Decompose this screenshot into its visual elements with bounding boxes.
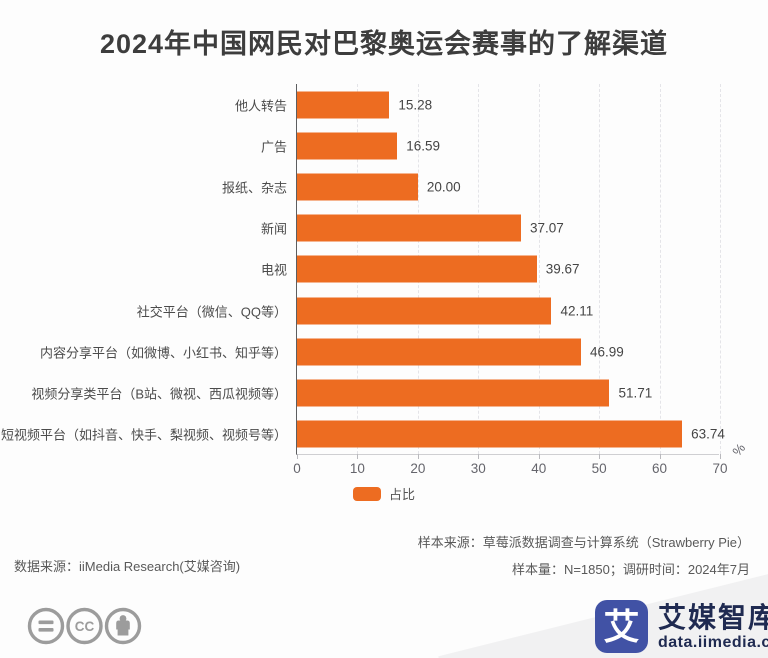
iimedia-logo[interactable]: 艾 艾媒智库 data.iimedia.cn [595, 600, 768, 653]
logo-glyph: 艾 [603, 605, 640, 647]
bar[interactable] [297, 420, 683, 448]
x-tick-label: 70 [712, 461, 728, 476]
value-label: 63.74 [691, 426, 725, 442]
value-label: 39.67 [545, 261, 580, 277]
bar-row: 视频分享类平台（B站、微视、西瓜视频等） 51.71 [31, 373, 719, 414]
category-label: 新闻 [260, 221, 287, 237]
cc-icon[interactable]: CC [66, 607, 103, 645]
axis-unit-label: % [729, 440, 749, 459]
category-label: 社交平台（微信、QQ等） [136, 304, 287, 320]
x-tick-label: 60 [652, 461, 668, 476]
bar-row: 电视 39.67 [261, 249, 719, 290]
grid-line [720, 84, 721, 454]
tick-mark [659, 454, 661, 459]
tick-mark [297, 454, 298, 459]
data-source-text: 数据来源：iiMedia Research(艾媒咨询) [14, 559, 241, 574]
value-label: 20.00 [426, 179, 461, 195]
tick-mark [417, 454, 419, 459]
value-label: 51.71 [618, 385, 653, 401]
legend-label: 占比 [388, 487, 415, 502]
bar-row: 报纸、杂志 20.00 [222, 166, 719, 207]
bar-row: 广告 16.59 [261, 125, 719, 166]
svg-text:CC: CC [75, 619, 95, 634]
bar-row: 新闻 37.07 [261, 208, 719, 249]
logo-url: data.iimedia.cn [658, 633, 768, 651]
category-label: 内容分享平台（如微博、小红书、知乎等） [39, 345, 287, 361]
iimedia-logo-mark-icon: 艾 [595, 600, 648, 653]
legend-marker-icon [352, 486, 381, 501]
value-label: 42.11 [560, 303, 594, 319]
chart-title: 2024年中国网民对巴黎奥运会赛事的了解渠道 [99, 29, 669, 59]
tick-mark [599, 454, 601, 459]
tick-mark [357, 454, 359, 459]
bar-row: 社交平台（微信、QQ等） 42.11 [137, 290, 719, 331]
bar-row: 内容分享平台（如微博、小红书、知乎等） 46.99 [40, 331, 719, 372]
bar[interactable] [297, 338, 581, 366]
value-label: 46.99 [589, 344, 624, 360]
logo-text-block: 艾媒智库 data.iimedia.cn [658, 602, 768, 652]
grid-line [659, 84, 661, 454]
license-icons[interactable]: CC [25, 604, 155, 653]
sample-source-text: 样本来源：草莓派数据调查与计算系统（Strawberry Pie） [417, 535, 750, 550]
category-label: 他人转告 [234, 98, 287, 114]
value-label: 37.07 [530, 220, 564, 236]
category-label: 报纸、杂志 [221, 180, 287, 196]
tick-mark [478, 454, 480, 459]
logo-name: 艾媒智库 [658, 601, 768, 633]
grid-line [538, 84, 540, 454]
x-tick-label: 30 [470, 461, 486, 476]
bar[interactable] [297, 132, 398, 160]
bar[interactable] [297, 214, 521, 242]
bar-row: 他人转告 15.28 [235, 84, 719, 125]
x-tick-label: 50 [591, 461, 607, 476]
x-tick-label: 20 [410, 461, 426, 476]
x-tick-label: 40 [531, 461, 547, 476]
category-label: 短视频平台（如抖音、快手、梨视频、视频号等） [0, 427, 287, 443]
legend[interactable]: 占比 [0, 484, 768, 503]
sample-notes: 样本来源：草莓派数据调查与计算系统（Strawberry Pie） 样本量：N=… [418, 529, 750, 583]
person-icon[interactable] [104, 607, 142, 645]
category-label: 电视 [260, 262, 287, 278]
tick-mark [720, 454, 721, 459]
grid-line [599, 84, 601, 454]
bar[interactable] [297, 297, 552, 325]
plot-area: 他人转告 15.28 广告 16.59 报纸、杂志 20.00 新闻 37.07 电视 39.67… [1, 84, 748, 476]
bar-row: 短视频平台（如抖音、快手、梨视频、视频号等） 63.74 [1, 414, 725, 455]
bar[interactable] [297, 379, 610, 407]
category-label: 视频分享类平台（B站、微视、西瓜视频等） [31, 386, 287, 402]
bar[interactable] [297, 173, 418, 201]
x-tick-label: 0 [293, 461, 301, 476]
value-label: 15.28 [398, 97, 433, 113]
bar[interactable] [297, 91, 390, 119]
x-tick-label: 10 [349, 461, 365, 476]
bar[interactable] [297, 255, 537, 283]
category-label: 广告 [260, 139, 287, 155]
tick-mark [538, 454, 540, 459]
value-label: 16.59 [406, 138, 441, 154]
sample-info-text: 样本量：N=1850；调研时间：2024年7月 [511, 562, 750, 577]
equals-icon[interactable] [27, 607, 65, 645]
